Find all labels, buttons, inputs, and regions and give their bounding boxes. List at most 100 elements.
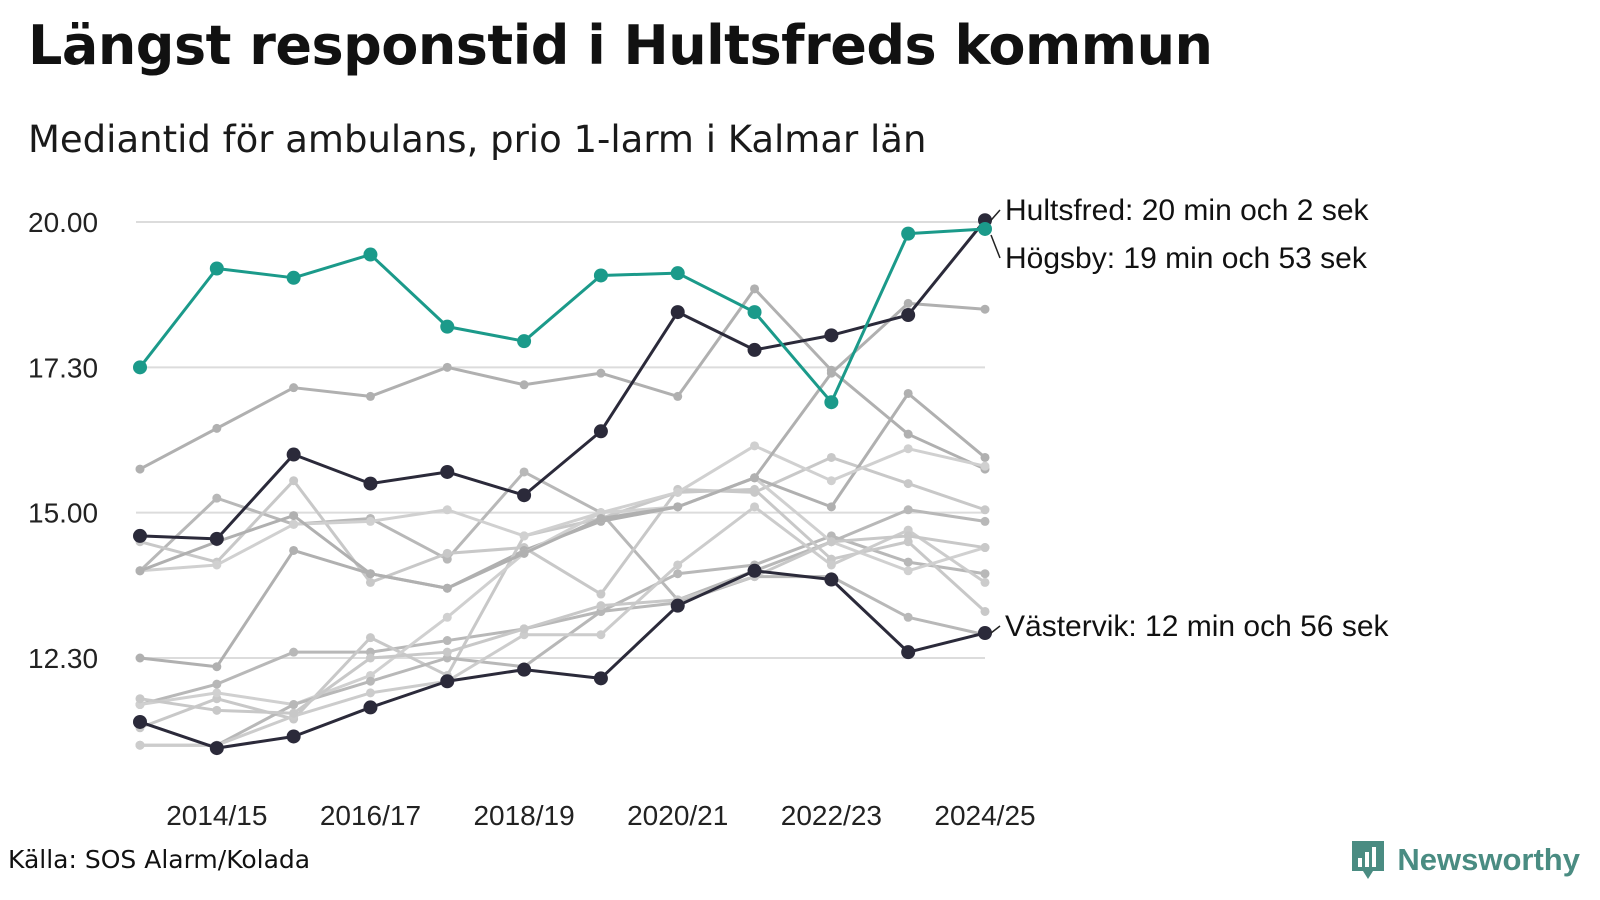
data-point [517, 488, 532, 503]
data-point [440, 674, 455, 689]
data-point [901, 226, 916, 241]
data-point [980, 304, 990, 314]
data-point [209, 531, 224, 546]
data-point [212, 423, 222, 433]
data-point [212, 688, 222, 698]
x-axis-ticks: 2014/15 2016/17 2018/19 2020/21 2022/23 2024/… [166, 800, 1035, 831]
data-point [365, 688, 375, 698]
data-point [442, 612, 452, 622]
data-point [519, 380, 529, 390]
data-point [596, 601, 606, 611]
data-point [826, 560, 836, 570]
series-line [139, 476, 986, 707]
y-tick-label: 15.00 [28, 498, 98, 529]
data-point [363, 476, 378, 491]
data-point [596, 368, 606, 378]
data-point [289, 511, 299, 521]
data-point [212, 705, 222, 715]
data-point [289, 519, 299, 529]
x-tick-label: 2018/19 [473, 800, 574, 831]
data-point [596, 630, 606, 640]
data-point [673, 391, 683, 401]
data-point [824, 572, 839, 587]
chart-title: Längst responstid i Hultsfreds kommun [28, 14, 1213, 77]
data-point [980, 606, 990, 616]
data-point [978, 221, 992, 236]
series-line [139, 534, 986, 706]
data-point [593, 268, 608, 283]
x-tick-label: 2022/23 [781, 800, 882, 831]
data-point [442, 647, 452, 657]
data-point [903, 444, 913, 454]
annotation-label: Västervik: 12 min och 56 sek [1005, 610, 1390, 643]
y-tick-label: 20.00 [28, 207, 98, 238]
series-line [139, 569, 986, 750]
data-point [209, 741, 224, 756]
data-point [824, 328, 839, 343]
data-point [596, 589, 606, 599]
source-note: Källa: SOS Alarm/Kolada [8, 845, 311, 874]
data-point [980, 452, 990, 462]
grid-lines [136, 221, 985, 659]
annotation-label: Hultsfred: 20 min och 2 sek [1005, 194, 1370, 227]
data-point [980, 516, 990, 526]
data-point [133, 360, 147, 375]
data-point [747, 342, 762, 357]
data-point [596, 513, 606, 523]
data-point [901, 308, 916, 323]
data-point [135, 653, 145, 663]
data-point [747, 305, 762, 320]
data-point [980, 577, 990, 587]
data-point [442, 505, 452, 515]
data-point [517, 662, 532, 677]
y-tick-label: 17.30 [28, 352, 98, 383]
data-point [365, 391, 375, 401]
data-point [440, 319, 455, 334]
data-point [289, 383, 299, 393]
data-point [593, 424, 608, 439]
data-point [901, 645, 916, 660]
annotation-label: Högsby: 19 min och 53 sek [1005, 242, 1368, 275]
data-point [519, 531, 529, 541]
data-point [212, 493, 222, 503]
data-point [826, 537, 836, 547]
data-point [593, 671, 608, 686]
data-point [826, 452, 836, 462]
data-point [826, 502, 836, 512]
series-line [139, 444, 986, 573]
data-point [365, 577, 375, 587]
data-point [289, 700, 299, 710]
data-point [903, 612, 913, 622]
data-point [673, 560, 683, 570]
data-point [824, 395, 839, 410]
data-point [289, 545, 299, 555]
series-line [139, 455, 986, 596]
data-point [980, 505, 990, 515]
data-point [747, 563, 762, 578]
bar-chart-logo-icon [1352, 841, 1385, 879]
y-tick-label: 12.30 [28, 643, 98, 674]
data-point [519, 467, 529, 477]
series-line [139, 219, 987, 541]
data-point [750, 484, 760, 494]
data-point [750, 473, 760, 483]
data-point [826, 476, 836, 486]
data-point [442, 583, 452, 593]
data-point [750, 284, 760, 294]
data-point [903, 566, 913, 576]
data-point [135, 566, 145, 576]
series-annotations: Hultsfred: 20 min och 2 sek Högsby: 19 mi… [990, 194, 1390, 643]
data-point [365, 569, 375, 579]
data-point [363, 247, 378, 262]
data-point [289, 708, 299, 718]
data-point [442, 548, 452, 558]
data-point [133, 528, 147, 543]
data-point [440, 464, 455, 479]
series-line [140, 505, 986, 747]
data-point [750, 502, 760, 512]
data-point [670, 598, 685, 613]
background-series [135, 284, 990, 750]
data-point [135, 740, 145, 750]
annotation-leader [990, 625, 1001, 634]
